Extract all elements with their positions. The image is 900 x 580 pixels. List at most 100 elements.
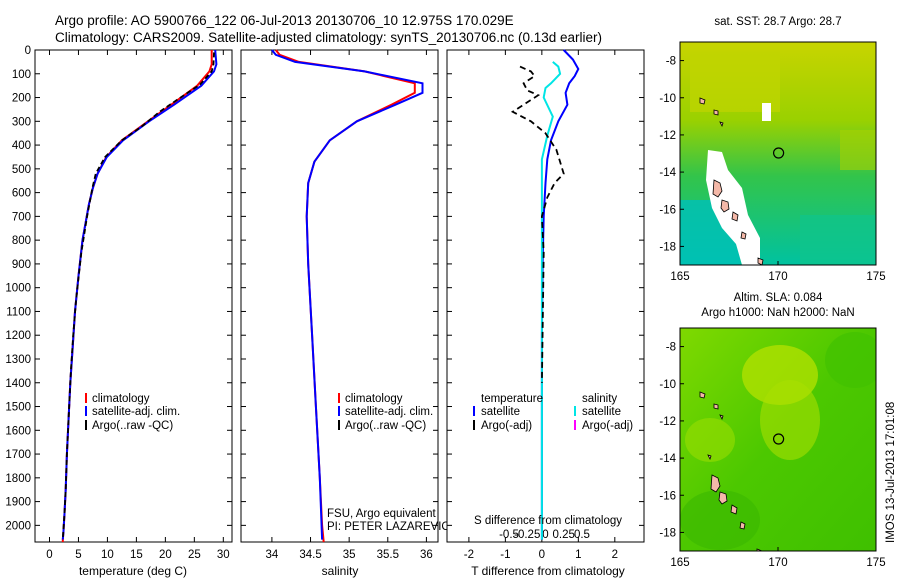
x-tick-label: 5 [75,549,81,561]
map-y-tick-label: -14 [659,167,676,179]
s-tick-label: -0.25 [514,529,540,541]
depth-tick-label: 400 [12,140,31,152]
map-y-tick-label: -12 [659,416,676,428]
depth-tick-label: 1800 [5,473,31,485]
header-line-2: Climatology: CARS2009. Satellite-adjuste… [55,30,602,45]
island-shape [712,179,764,265]
sla-high-patch [685,418,735,462]
sst-cool-patch [800,215,876,265]
temperature-panel: 0100200300400500600700800900100011001200… [5,45,233,578]
difference-xlabel: T difference from climatology [471,564,625,578]
sla-map-ticks: 165 170 175 -8 -10 -12 -14 -16 -18 [659,342,885,569]
depth-tick-label: 300 [12,116,31,128]
island-shape [699,391,724,461]
legend-label-s-satellite: satellite [582,406,621,418]
sst-warm-patch [690,52,780,112]
salinity-legend: climatology satellite-adj. clim. Argo(..… [338,393,433,432]
sst-map-title: sat. SST: 28.7 Argo: 28.7 [714,16,841,28]
depth-tick-label: 0 [25,45,31,57]
difference-lines [510,49,580,540]
map-x-tick-label: 175 [866,271,885,283]
depth-tick-label: 1700 [5,449,31,461]
depth-tick-label: 500 [12,164,31,176]
depth-tick-label: 1500 [5,402,31,414]
sla-high-patch [760,380,820,460]
depth-axis: 0 100 200 300 400 500 600 700 800 900 1000 1100 1200… [5,45,232,532]
sla-map: Altim. SLA: 0.084 Argo h1000: NaN h2000:… [659,292,885,569]
x-tick-label: 0 [539,549,545,561]
footnote-institution: FSU, Argo equivalent [327,508,436,520]
depth-tick-label: 2000 [5,520,31,532]
x-tick-label: 36 [420,549,433,561]
island-shape [699,97,724,128]
depth-tick-label: 600 [12,188,31,200]
x-tick-label: 34.5 [299,549,321,561]
legend-label-satellite: satellite-adj. clim. [345,406,433,418]
sla-low-patch [680,490,760,550]
temperature-x-axis: 0 5 10 15 20 25 30 [46,50,230,561]
depth-tick-label: 1000 [5,283,31,295]
temperature-axes-box [34,49,233,543]
salinity-panel: 34 34.5 35 35.5 36 salinity climatology sate… [240,49,458,578]
depth-tick-label: 800 [12,235,31,247]
legend-label-climatology: climatology [92,393,150,405]
salinity-depth-ticks [241,49,438,526]
map-y-tick-label: -14 [659,453,676,465]
sla-low-patch [825,332,876,388]
sst-map-ticks: 165 170 175 -8 -10 -12 -14 -16 -18 [659,56,885,283]
legend-label-t-satellite: satellite [481,406,520,418]
x-tick-label: 15 [130,549,143,561]
temperature-lines [61,49,218,542]
x-tick-label: 35.5 [377,549,399,561]
s-tick-label: 0.5 [574,529,590,541]
depth-tick-label: 100 [12,69,31,81]
map-y-tick-label: -10 [659,93,676,105]
x-tick-label: 34 [266,549,279,561]
x-tick-label: -2 [464,549,474,561]
sst-map: sat. SST: 28.7 Argo: 28.7 165 170 175 -8 -10… [659,16,885,283]
legend-label-s-argo: Argo(-adj) [582,420,633,432]
depth-tick-label: 1600 [5,425,31,437]
sla-map-title: Altim. SLA: 0.084 [734,292,823,304]
depth-tick-label: 700 [12,211,31,223]
legend-label-satellite: satellite-adj. clim. [92,406,180,418]
footnote-pi: PI: PETER LAZAREVICH [327,521,458,533]
difference-axes-box [446,49,645,543]
salinity-axes-box [240,49,439,543]
depth-tick-label: 1300 [5,354,31,366]
map-y-tick-label: -16 [659,204,676,216]
salinity-x-axis: 34 34.5 35 35.5 36 [266,50,433,561]
salinity-lines [271,49,424,543]
depth-tick-label: 1100 [6,306,31,318]
depth-tick-label: 200 [12,93,31,105]
difference-depth-ticks [447,49,644,526]
x-tick-label: 2 [612,549,618,561]
s-tick-label: -0.5 [499,529,519,541]
temperature-xlabel: temperature (deg C) [79,564,187,578]
map-x-tick-label: 170 [768,271,787,283]
series-line-satellite-adj-clim- [271,49,424,540]
legend-label-climatology: climatology [345,393,403,405]
difference-legend: temperature satellite Argo(-adj) salinit… [473,393,633,432]
legend-label-argo: Argo(..raw -QC) [345,420,426,432]
x-tick-label: -1 [500,549,510,561]
temperature-legend: climatology satellite-adj. clim. Argo(..… [85,393,180,432]
series-line-t-argo-adj- [510,65,565,383]
sst-warm-patch [840,130,876,170]
legend-label-argo: Argo(..raw -QC) [92,420,173,432]
map-y-tick-label: -8 [666,342,676,354]
timestamp-stamp: IMOS 13-Jul-2013 17:01:08 [885,402,897,543]
x-tick-label: 20 [159,549,172,561]
depth-tick-label: 900 [12,259,31,271]
legend-heading-salinity: salinity [582,393,617,405]
map-y-tick-label: -18 [659,241,676,253]
map-y-tick-label: -8 [666,56,676,68]
map-y-tick-label: -10 [659,379,676,391]
s-tick-label: 0 [542,529,548,541]
x-tick-label: 10 [101,549,114,561]
map-x-tick-label: 175 [866,557,885,569]
map-x-tick-label: 165 [670,271,689,283]
series-line-argo-raw-qc- [61,52,215,540]
cloud-gap [706,150,760,265]
